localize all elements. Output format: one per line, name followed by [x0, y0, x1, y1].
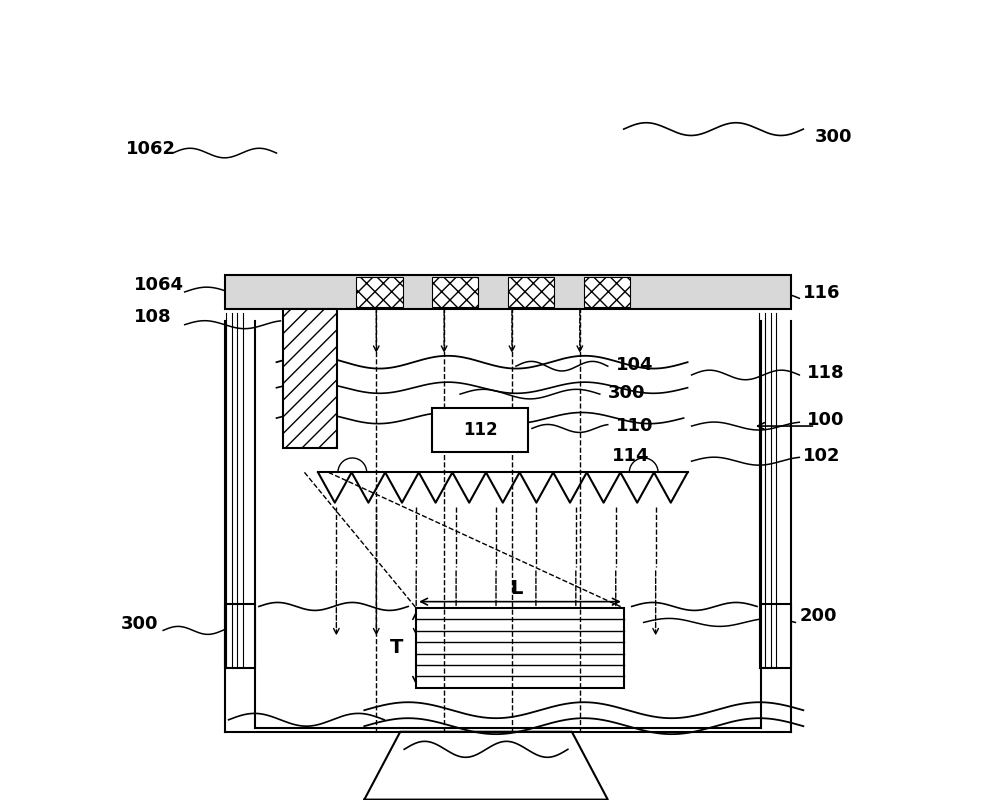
- Text: 118: 118: [807, 364, 845, 381]
- Bar: [225, 276, 791, 308]
- Text: 300: 300: [121, 615, 158, 633]
- Text: 104: 104: [616, 356, 653, 373]
- Text: 1062: 1062: [126, 140, 176, 158]
- Text: 108: 108: [134, 308, 172, 326]
- Text: 114: 114: [612, 448, 649, 465]
- Bar: [432, 277, 478, 307]
- Text: L: L: [510, 578, 522, 598]
- Text: 112: 112: [463, 421, 497, 440]
- Text: 300: 300: [815, 128, 853, 146]
- Bar: [761, 604, 791, 668]
- Text: 102: 102: [803, 448, 841, 465]
- Text: T: T: [390, 638, 403, 658]
- Bar: [432, 409, 528, 453]
- Text: 116: 116: [803, 284, 841, 302]
- Text: 100: 100: [807, 412, 845, 429]
- Text: 1064: 1064: [134, 276, 184, 294]
- Text: 110: 110: [616, 417, 653, 435]
- Bar: [283, 308, 337, 449]
- Text: 200: 200: [799, 607, 837, 625]
- Bar: [416, 608, 624, 688]
- Bar: [225, 604, 255, 668]
- Bar: [584, 277, 630, 307]
- Bar: [356, 277, 403, 307]
- Bar: [508, 277, 554, 307]
- Text: 300: 300: [608, 384, 645, 401]
